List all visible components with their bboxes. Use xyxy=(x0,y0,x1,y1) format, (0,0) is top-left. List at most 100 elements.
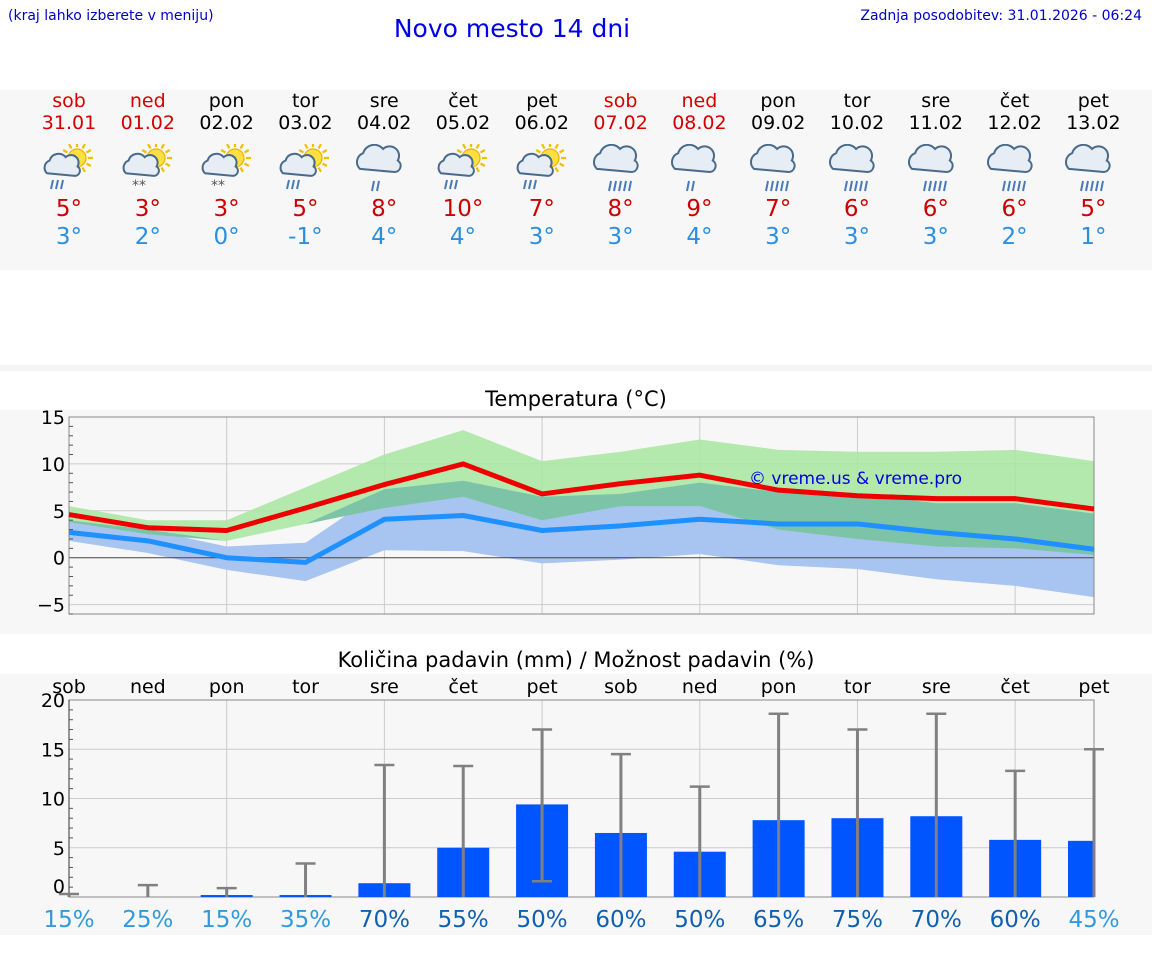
max-temperature: 7° xyxy=(528,196,555,222)
cloud-rain-icon xyxy=(356,144,402,192)
cloud-heavy-rain-icon xyxy=(907,144,954,192)
max-temperature-line xyxy=(68,461,1095,534)
precipitation-probability: 65% xyxy=(753,907,804,933)
day-name: pon xyxy=(208,90,245,112)
day-column: tor 03.02 5° -1° xyxy=(265,90,345,251)
section-divider xyxy=(0,365,1152,371)
y-tick-label: 15 xyxy=(41,739,65,761)
max-temperature: 5° xyxy=(292,196,319,222)
cloud-rain-icon xyxy=(671,144,718,192)
day-column: pon 02.02 ** 3° 0° xyxy=(187,90,267,251)
y-tick-label: 0 xyxy=(53,548,65,570)
day-column: sob 07.02 8° 3° xyxy=(581,90,661,251)
precipitation-probability: 45% xyxy=(1068,907,1119,933)
x-tick-label: tor xyxy=(844,676,871,698)
sun-cloud-rain-icon xyxy=(437,144,487,190)
min-temperature: 0° xyxy=(213,224,240,250)
day-date: 09.02 xyxy=(750,112,806,134)
precipitation-chart-title: Količina padavin (mm) / Možnost padavin … xyxy=(337,648,815,672)
day-date: 10.02 xyxy=(829,112,885,134)
day-name: sre xyxy=(921,90,951,112)
max-temperature: 8° xyxy=(607,196,634,222)
day-column: tor 10.02 6° 3° xyxy=(817,90,897,251)
sun-cloud-snow-icon: ** xyxy=(122,144,172,194)
max-temperature: 10° xyxy=(442,196,484,222)
x-tick-label: sre xyxy=(922,676,951,698)
x-tick-label: pet xyxy=(1078,676,1109,698)
cloud-heavy-rain-icon xyxy=(750,144,796,192)
precipitation-probability: 15% xyxy=(201,907,252,933)
y-tick-label: 10 xyxy=(41,454,65,476)
day-column: čet 05.02 10° 4° xyxy=(423,90,503,251)
precipitation-probability: 50% xyxy=(517,907,568,933)
y-tick-label: −5 xyxy=(37,595,65,617)
x-tick-label: pon xyxy=(761,676,797,698)
x-tick-label: tor xyxy=(292,676,319,698)
day-date: 07.02 xyxy=(593,112,648,134)
day-name: sre xyxy=(369,90,399,112)
max-temperature: 8° xyxy=(371,196,398,222)
x-tick-label: čet xyxy=(1000,676,1030,698)
min-temperature: 4° xyxy=(449,224,477,250)
max-temperature: 6° xyxy=(843,196,871,222)
day-column: ned 08.02 9° 4° xyxy=(659,90,739,251)
precipitation-chart: 05101520sob15%ned25%pon15%tor35%sre70%če… xyxy=(41,676,1120,933)
precipitation-probability: 35% xyxy=(280,907,331,933)
min-temperature: 3° xyxy=(843,224,871,250)
watermark: © vreme.us & vreme.pro xyxy=(749,469,962,489)
precipitation-probability: 25% xyxy=(122,907,173,933)
max-temperature: 6° xyxy=(922,196,949,222)
y-tick-label: 15 xyxy=(41,410,65,429)
x-tick-label: ned xyxy=(130,676,166,698)
sun-cloud-rain-icon xyxy=(43,144,93,190)
min-temperature: 2° xyxy=(1001,224,1028,250)
max-temperature: 6° xyxy=(1001,196,1028,222)
min-temperature: 3° xyxy=(922,224,949,250)
day-date: 13.02 xyxy=(1066,112,1121,134)
precipitation-probability: 75% xyxy=(832,907,883,933)
svg-text:**: ** xyxy=(132,178,146,194)
day-name: pet xyxy=(526,90,558,112)
temperature-chart: −5 0 5 10 15 © vreme.us & vreme.pro xyxy=(37,410,1095,617)
day-name: ned xyxy=(129,90,166,112)
min-temperature: -1° xyxy=(288,224,323,250)
page-title: Novo mesto 14 dni xyxy=(393,14,631,43)
day-date: 01.02 xyxy=(120,112,175,134)
max-temperature: 3° xyxy=(213,196,240,222)
day-column: ned 01.02 ** 3° 2° xyxy=(108,90,188,251)
precipitation-probability: 55% xyxy=(438,907,489,933)
daily-forecast-strip: sob 31.01 5° 3° ned 01.02 ** 3° 2° pon 02.02 ** 3° 0°… xyxy=(0,90,1152,270)
min-temperature: 3° xyxy=(55,224,83,250)
day-column: sre 11.02 6° 3° xyxy=(896,90,976,251)
day-name: sob xyxy=(52,90,86,112)
min-temperature: 3° xyxy=(765,224,792,250)
day-date: 04.02 xyxy=(356,112,412,134)
precipitation-probability: 15% xyxy=(43,907,94,933)
day-column: pet 06.02 7° 3° xyxy=(502,90,582,251)
x-tick-label: sre xyxy=(370,676,399,698)
max-temperature: 5° xyxy=(1080,196,1107,222)
day-date: 08.02 xyxy=(672,112,727,134)
max-temperature: 5° xyxy=(55,196,83,222)
day-name: čet xyxy=(999,90,1030,112)
sun-cloud-snow-icon: ** xyxy=(201,144,251,194)
precipitation-probability: 70% xyxy=(359,907,410,933)
day-column: pet 13.02 5° 1° xyxy=(1053,90,1133,251)
day-name: pet xyxy=(1077,90,1109,112)
day-column: sre 04.02 8° 4° xyxy=(344,90,424,251)
day-name: sob xyxy=(603,90,638,112)
y-tick-label: 10 xyxy=(41,789,65,811)
cloud-heavy-rain-icon xyxy=(986,144,1033,192)
precipitation-probability: 50% xyxy=(674,907,725,933)
min-temperature: 2° xyxy=(134,224,161,250)
day-date: 05.02 xyxy=(435,112,491,134)
min-temperature: 4° xyxy=(686,224,713,250)
sun-cloud-rain-icon xyxy=(516,144,566,190)
cloud-heavy-rain-icon xyxy=(1065,144,1112,192)
min-temperature: 3° xyxy=(528,224,555,250)
y-tick-label: 5 xyxy=(53,838,65,860)
last-updated: Zadnja posodobitev: 31.01.2026 - 06:24 xyxy=(860,8,1142,24)
x-tick-label: ned xyxy=(682,676,718,698)
day-date: 02.02 xyxy=(199,112,254,134)
min-temperature: 4° xyxy=(371,224,398,250)
